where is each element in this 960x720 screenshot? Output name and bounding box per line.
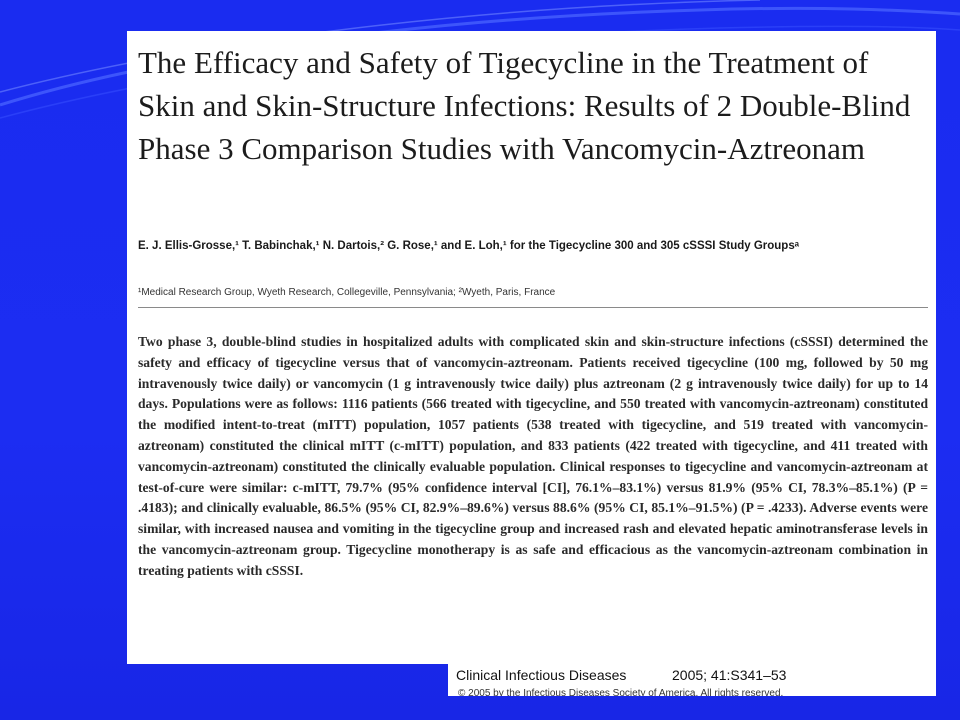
article-title: The Efficacy and Safety of Tigecycline i… <box>138 45 911 166</box>
journal-volume: 2005; 41:S341–53 <box>672 667 787 683</box>
author-affiliation: ¹Medical Research Group, Wyeth Research,… <box>138 287 556 298</box>
abstract-text: Two phase 3, double-blind studies in hos… <box>138 334 928 578</box>
author-list: E. J. Ellis-Grosse,¹ T. Babinchak,¹ N. D… <box>138 240 800 252</box>
copyright-notice: © 2005 by the Infectious Diseases Societ… <box>458 688 784 696</box>
divider-line <box>138 307 928 308</box>
journal-name: Clinical Infectious Diseases <box>456 667 627 683</box>
paper-page: The Efficacy and Safety of Tigecycline i… <box>127 31 936 664</box>
citation-footer: Clinical Infectious Diseases 2005; 41:S3… <box>448 664 936 696</box>
